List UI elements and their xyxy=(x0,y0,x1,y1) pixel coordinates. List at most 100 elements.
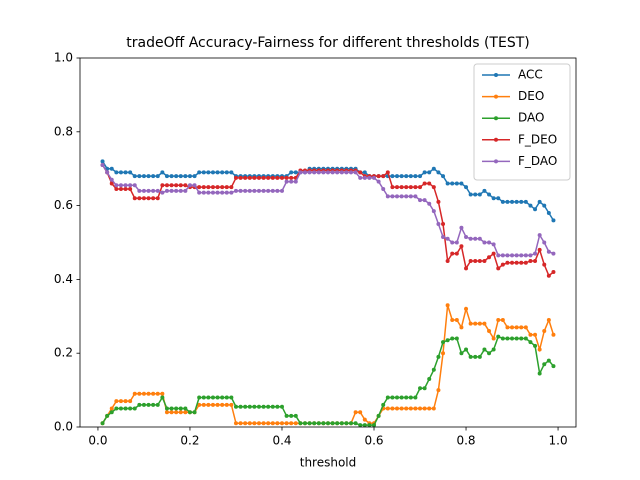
point xyxy=(128,170,133,175)
point xyxy=(551,251,556,256)
legend-label: F_DEO xyxy=(518,132,557,146)
point xyxy=(233,188,238,193)
point xyxy=(487,329,492,334)
point xyxy=(362,417,367,422)
point xyxy=(197,190,202,195)
point xyxy=(256,404,261,409)
point xyxy=(266,188,271,193)
point xyxy=(477,258,482,263)
point xyxy=(289,421,294,426)
point xyxy=(261,404,266,409)
point xyxy=(100,163,105,168)
point xyxy=(523,325,528,330)
point xyxy=(164,174,169,179)
point xyxy=(132,183,137,188)
point xyxy=(528,332,533,337)
point xyxy=(252,404,257,409)
point xyxy=(441,340,446,345)
point xyxy=(353,421,358,426)
point xyxy=(427,170,432,175)
point xyxy=(151,188,156,193)
point xyxy=(441,351,446,356)
point xyxy=(151,391,156,396)
point xyxy=(141,391,146,396)
point xyxy=(123,399,128,404)
point xyxy=(390,185,395,190)
chart-title: tradeOff Accuracy-Fairness for different… xyxy=(126,35,529,51)
point xyxy=(178,188,183,193)
point xyxy=(358,170,363,175)
point xyxy=(302,170,307,175)
point xyxy=(482,240,487,245)
point xyxy=(542,203,547,208)
point xyxy=(155,174,160,179)
point xyxy=(215,170,220,175)
point xyxy=(174,188,179,193)
point xyxy=(413,174,418,179)
point xyxy=(109,410,114,415)
point xyxy=(238,188,243,193)
point xyxy=(496,253,501,258)
point xyxy=(114,406,119,411)
point xyxy=(399,395,404,400)
point xyxy=(183,406,188,411)
point xyxy=(114,186,119,191)
point xyxy=(266,404,271,409)
legend-marker xyxy=(494,116,498,121)
point xyxy=(413,194,418,199)
point xyxy=(252,188,257,193)
point xyxy=(293,179,298,184)
point xyxy=(418,174,423,179)
point xyxy=(473,192,478,197)
point xyxy=(224,185,229,190)
point xyxy=(523,253,528,258)
point xyxy=(395,174,400,179)
point xyxy=(164,406,169,411)
point xyxy=(519,336,524,341)
point xyxy=(275,404,280,409)
point xyxy=(229,170,234,175)
point xyxy=(436,222,441,227)
point xyxy=(445,236,450,241)
point xyxy=(109,166,114,171)
point xyxy=(100,159,105,164)
point xyxy=(339,170,344,175)
point xyxy=(427,201,432,206)
point xyxy=(316,421,321,426)
point xyxy=(289,170,294,175)
point xyxy=(128,186,133,191)
x-tick-label: 0.6 xyxy=(364,434,383,448)
point xyxy=(270,404,275,409)
point xyxy=(362,423,367,428)
point xyxy=(197,402,202,407)
point xyxy=(468,192,473,197)
point xyxy=(523,336,528,341)
point xyxy=(436,199,441,204)
series xyxy=(100,334,556,428)
point xyxy=(551,364,556,369)
point xyxy=(197,170,202,175)
y-tick-label: 1.0 xyxy=(54,51,73,65)
point xyxy=(496,266,501,271)
point xyxy=(146,188,151,193)
point xyxy=(238,175,243,180)
point xyxy=(542,240,547,245)
point xyxy=(385,395,390,400)
point xyxy=(146,391,151,396)
point xyxy=(431,367,436,372)
point xyxy=(459,351,464,356)
point xyxy=(197,395,202,400)
point xyxy=(528,253,533,258)
point xyxy=(160,170,165,175)
point xyxy=(289,413,294,418)
point xyxy=(206,185,211,190)
point xyxy=(418,185,423,190)
point xyxy=(243,421,248,426)
x-tick-label: 0.2 xyxy=(180,434,199,448)
point xyxy=(464,347,469,352)
point xyxy=(408,406,413,411)
point xyxy=(523,199,528,204)
point xyxy=(349,421,354,426)
point xyxy=(546,358,551,363)
